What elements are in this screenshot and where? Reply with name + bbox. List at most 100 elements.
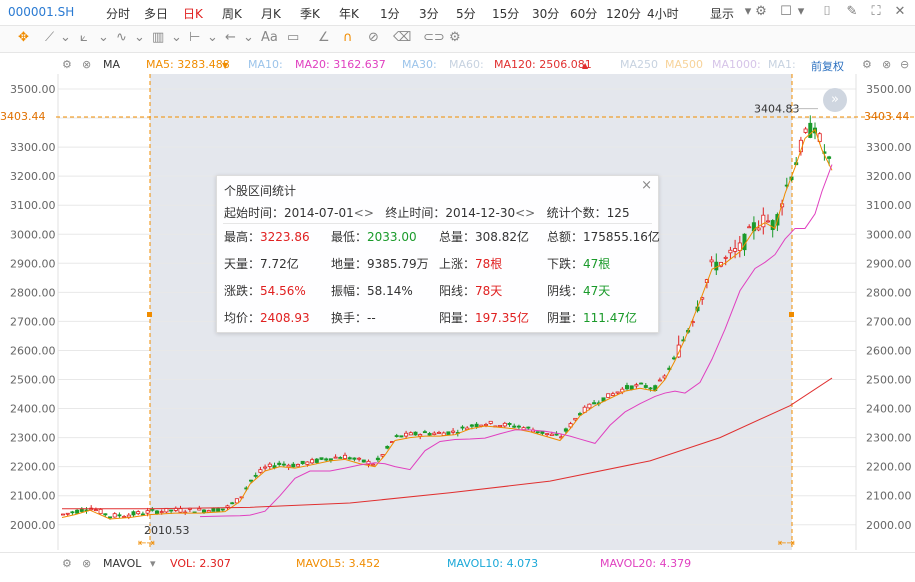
tab-4hour[interactable]: 4小时 <box>647 7 679 21</box>
tab-quarter-k[interactable]: 季K <box>300 7 320 21</box>
minus-icon[interactable]: ⊖ <box>900 58 910 71</box>
y-tick-label: 3100.00 <box>866 199 912 212</box>
eraser-tool-icon[interactable]: ∠ <box>318 30 330 45</box>
candle-body <box>446 431 451 435</box>
divider <box>223 223 652 224</box>
start-stepper-icon[interactable]: <> <box>353 206 374 220</box>
trash-icon[interactable]: ⌫ <box>393 30 412 45</box>
ma30-value: MA30: <box>402 58 437 71</box>
link-icon[interactable]: ⊂⊃ <box>423 30 445 45</box>
candle-body <box>248 479 253 482</box>
line-tool-icon[interactable]: ⟋ <box>45 30 55 45</box>
gear-icon[interactable]: ⚙ <box>862 58 872 71</box>
tab-timeshare[interactable]: 分时 <box>106 7 131 21</box>
display-menu[interactable]: 显示 <box>710 7 735 21</box>
candle-body <box>766 220 771 223</box>
gear-icon[interactable]: ⚙ <box>449 30 461 45</box>
y-tick-label: 2600.00 <box>10 344 56 357</box>
camera-icon[interactable]: ⌷ <box>823 4 831 19</box>
gear-icon[interactable]: ⚙ <box>62 557 72 570</box>
candle-body <box>535 431 540 434</box>
candle-body <box>737 242 742 251</box>
wave-tool-icon[interactable]: ∿ <box>116 30 127 45</box>
chevron-down-icon[interactable]: ▾ <box>797 4 805 19</box>
chevron-down-icon[interactable]: ⌄ <box>134 30 145 45</box>
stat-item: 地量：9385.79万 <box>331 255 429 272</box>
close-icon[interactable]: ⊗ <box>82 58 92 71</box>
candle-body <box>263 466 268 469</box>
candle-body <box>629 385 634 390</box>
tab-multiday[interactable]: 多日 <box>144 7 169 21</box>
close-icon[interactable]: × <box>641 178 652 193</box>
chevron-down-icon[interactable]: ⌄ <box>60 30 71 45</box>
tab-30min[interactable]: 30分 <box>532 7 560 21</box>
candle-body <box>75 509 80 514</box>
tab-daily-k[interactable]: 日K <box>183 7 203 21</box>
pencil-icon[interactable]: ✎ <box>846 4 858 19</box>
candle-body <box>108 516 113 519</box>
checkbox-icon[interactable]: ☐ <box>780 4 792 19</box>
chevron-down-icon[interactable]: ▾ <box>150 557 156 570</box>
tab-1min[interactable]: 1分 <box>380 7 400 21</box>
collapse-icon[interactable]: » <box>823 88 847 112</box>
candle-body <box>169 509 174 512</box>
tab-year-k[interactable]: 年K <box>339 7 359 21</box>
ma120-value: MA120: 2506.081 <box>494 58 592 71</box>
tab-120min[interactable]: 120分 <box>606 7 641 21</box>
crosshair-move-icon[interactable]: ✥ <box>18 30 29 45</box>
gear-icon[interactable]: ⚙ <box>755 4 767 19</box>
stat-item: 振幅：58.14% <box>331 282 413 299</box>
candle-body <box>216 508 221 512</box>
stock-code[interactable]: 000001.SH <box>8 5 75 19</box>
range-tool-icon[interactable]: ⊢ <box>189 30 201 45</box>
hide-drawings-icon[interactable]: ⊘ <box>368 30 379 45</box>
candle-body <box>808 122 813 138</box>
volume-indicator-name[interactable]: MAVOL <box>103 557 142 570</box>
chevron-down-icon[interactable]: ⌄ <box>243 30 254 45</box>
y-tick-label: 2900.00 <box>10 257 56 270</box>
close-icon[interactable]: ✕ <box>894 4 906 19</box>
close-icon[interactable]: ⊗ <box>882 58 892 71</box>
end-stepper-icon[interactable]: <> <box>515 206 536 220</box>
ma60-value: MA60: <box>449 58 484 71</box>
tab-weekly-k[interactable]: 周K <box>222 7 242 21</box>
candle-body <box>714 261 719 271</box>
candle-body <box>197 508 202 511</box>
comment-tool-icon[interactable]: ▭ <box>287 30 300 45</box>
text-tool-icon[interactable]: Aa <box>261 30 278 45</box>
candle-body <box>145 510 150 514</box>
magnet-icon[interactable]: ∩ <box>343 30 353 45</box>
stat-value: 47天 <box>583 284 611 298</box>
stat-label: 上涨： <box>439 257 476 271</box>
chevron-down-icon[interactable]: ▾ <box>744 4 752 19</box>
measure-tool-icon[interactable]: ▥ <box>152 30 165 45</box>
close-icon[interactable]: ⊗ <box>82 557 92 570</box>
tab-60min[interactable]: 60分 <box>570 7 598 21</box>
candle-body <box>328 458 333 461</box>
tab-3min[interactable]: 3分 <box>419 7 439 21</box>
candle-body <box>827 156 832 159</box>
stat-item: 阴量：111.47亿 <box>547 309 637 326</box>
tab-15min[interactable]: 15分 <box>492 7 520 21</box>
candle-body <box>93 509 98 512</box>
adjust-menu[interactable]: 前复权 <box>811 60 844 73</box>
candle-body <box>352 457 357 460</box>
candle-body <box>526 426 531 429</box>
ray-tool-icon[interactable]: ⟀ <box>80 30 88 45</box>
gear-icon[interactable]: ⚙ <box>62 58 72 71</box>
tab-monthly-k[interactable]: 月K <box>261 7 281 21</box>
arrow-tool-icon[interactable]: ← <box>225 30 236 45</box>
chevron-down-icon[interactable]: ⌄ <box>171 30 182 45</box>
ma20-line <box>199 164 833 518</box>
fullscreen-icon[interactable]: ⛶ <box>871 4 881 19</box>
chevron-down-icon[interactable]: ⌄ <box>98 30 109 45</box>
stat-value: 78天 <box>475 284 503 298</box>
mavol5-value: MAVOL5: 3.452 <box>296 557 381 570</box>
candle-body <box>399 435 404 438</box>
candle-body <box>404 432 409 437</box>
tab-5min[interactable]: 5分 <box>456 7 476 21</box>
indicator-name[interactable]: MA <box>103 58 121 71</box>
chevron-down-icon[interactable]: ⌄ <box>207 30 218 45</box>
candle-body <box>545 433 550 435</box>
y-tick-label: 2400.00 <box>10 403 56 416</box>
